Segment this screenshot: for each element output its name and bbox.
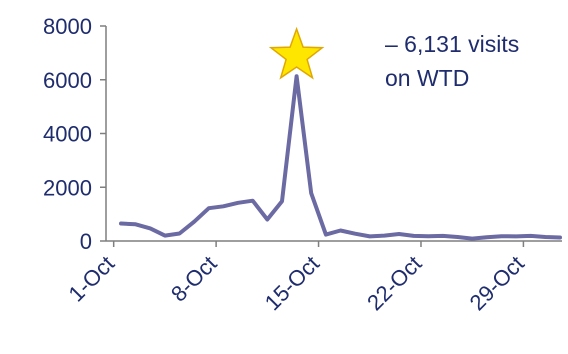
data-point [251,199,255,203]
x-tick-labels: 1-Oct 8-Oct 15-Oct 22-Oct 29-Oct [64,251,529,315]
data-point [397,232,401,236]
y-axis [100,25,107,242]
data-point [543,235,547,239]
y-tick-label: 0 [80,229,92,254]
series-visits [119,74,562,241]
data-point [192,220,196,224]
series-line [119,74,562,241]
data-point [485,235,489,239]
data-point [368,234,372,238]
x-axis [106,240,562,247]
y-tick-label: 8000 [43,14,92,39]
data-point [309,191,313,195]
data-point [163,234,167,238]
annotation-line-2: on WTD [385,65,469,91]
y-tick-labels: 0 2000 4000 6000 8000 [43,14,92,254]
y-tick-label: 6000 [43,68,92,93]
data-point [134,222,138,226]
x-tick-label: 15-Oct [260,251,324,315]
data-point [529,234,533,238]
y-tick-label: 2000 [43,175,92,200]
data-point [441,234,445,238]
data-point [426,234,430,238]
annotation-line-1: – 6,131 visits [385,31,519,57]
data-point [353,232,357,236]
data-point [382,234,386,238]
data-point [295,74,299,78]
data-point [339,229,342,233]
data-point [514,234,518,238]
data-point [178,231,182,235]
data-point [148,226,152,230]
data-point [324,233,328,237]
x-tick-label: 22-Oct [362,251,426,315]
peak-marker [268,26,325,80]
x-tick-label: 1-Oct [64,251,120,307]
star-icon [268,26,325,80]
data-point [207,206,211,210]
data-point [470,237,474,241]
data-point [558,236,562,240]
data-point [499,234,503,238]
data-point [280,199,284,203]
x-tick-label: 8-Oct [166,251,222,307]
data-point [456,235,460,239]
data-point [221,204,225,208]
data-point [265,218,269,221]
data-point [236,201,240,205]
data-point [119,222,123,226]
data-point [412,234,416,238]
y-tick-label: 4000 [43,122,92,147]
x-tick-label: 29-Oct [465,251,529,315]
